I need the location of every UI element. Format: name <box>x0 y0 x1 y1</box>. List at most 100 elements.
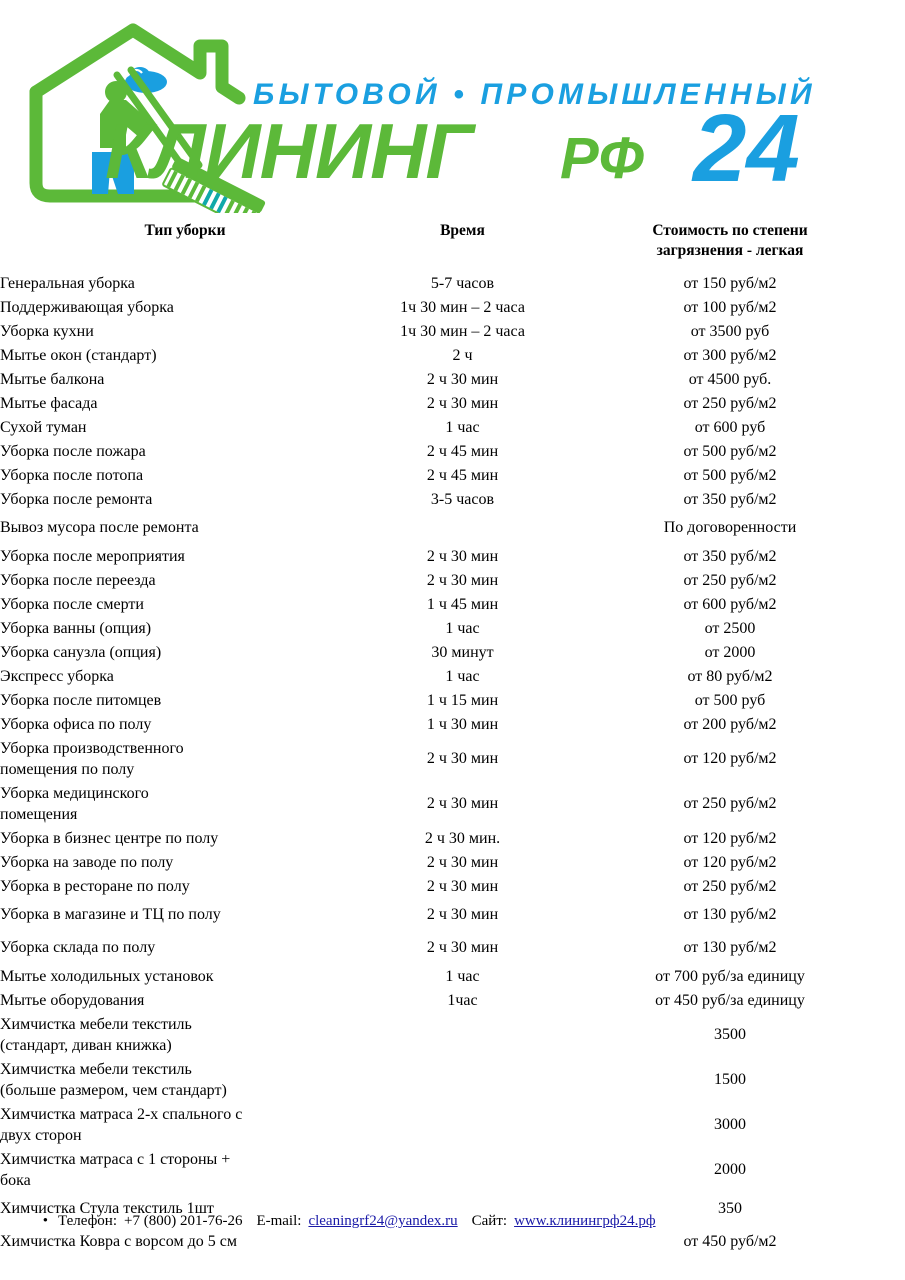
table-row: Уборка в ресторане по полу 2 ч 30 мин от 2… <box>0 874 905 898</box>
cell-service-type: Уборка после пожара <box>0 439 370 463</box>
cell-duration: 2 ч 30 мин <box>426 795 499 812</box>
cell-duration: 1ч 30 мин – 2 часа <box>400 298 525 316</box>
cell-duration: 2 ч 30 мин <box>426 370 499 388</box>
table-row: Уборка после мероприятия 2 ч 30 мин от 350… <box>0 544 905 568</box>
cell-service-type: Уборка после потопа <box>0 463 370 487</box>
cell-service-type: Поддерживающая уборка <box>0 295 370 319</box>
cell-service-type: Уборка санузла (опция) <box>0 640 370 664</box>
cell-duration: 3-5 часов <box>430 490 495 508</box>
phone-label: Телефон: <box>58 1213 117 1229</box>
table-row: Химчистка Стула текстиль 1шт 350 <box>0 1192 905 1225</box>
cell-duration: 1 ч 15 мин <box>426 691 499 709</box>
cell-price: от 200 руб/м2 <box>683 715 777 733</box>
service-type-line1: Уборка кухни <box>0 322 94 340</box>
cell-service-type: Химчистка Стула текстиль 1шт <box>0 1192 370 1225</box>
cell-duration: 1 ч 30 мин <box>426 715 499 733</box>
table-row: Уборка ванны (опция) 1 час от 2500 <box>0 616 905 640</box>
service-type-line1: Уборка в бизнес центре по полу <box>0 829 219 847</box>
cell-service-type: Химчистка мебели текстиль (стандарт, дива… <box>0 1012 370 1057</box>
service-type-line1: Уборка производственного <box>0 739 184 757</box>
service-type-line1: Уборка после смерти <box>0 595 144 613</box>
cell-duration: 1ч 30 мин – 2 часа <box>400 322 525 340</box>
cell-service-type: Уборка производственного помещения по пол… <box>0 736 370 781</box>
cell-service-type: Уборка в бизнес центре по полу <box>0 826 370 850</box>
table-row: Химчистка Ковра с ворсом до 5 см от 450 р… <box>0 1225 905 1258</box>
footer-contacts: • Телефон: +7 (800) 201-76-26 E-mail: clean… <box>0 1211 905 1231</box>
table-row: Уборка офиса по полу 1 ч 30 мин от 200 руб… <box>0 712 905 736</box>
cell-price: 1500 <box>714 1071 746 1088</box>
table-row: Химчистка мебели текстиль (больше размеро… <box>0 1057 905 1102</box>
table-row: Уборка медицинского помещения 2 ч 30 мин от… <box>0 781 905 826</box>
service-type-line1: Уборка после мероприятия <box>0 547 185 565</box>
cell-price: от 350 руб/м2 <box>683 490 777 508</box>
cell-service-type: Вывоз мусора после ремонта <box>0 511 370 544</box>
cell-price: от 150 руб/м2 <box>683 274 777 292</box>
service-type-line1: Уборка ванны (опция) <box>0 619 152 637</box>
cell-price: от 450 руб/м2 <box>683 1233 777 1250</box>
table-row: Сухой туман 1 час от 600 руб <box>0 415 905 439</box>
cell-price: от 2500 <box>704 619 756 637</box>
service-type-line1: Уборка после переезда <box>0 571 156 589</box>
service-type-line1: Уборка после ремонта <box>0 490 153 508</box>
logo-word-rf: РФ <box>560 126 645 191</box>
cell-price: от 130 руб/м2 <box>683 939 777 956</box>
cell-duration <box>370 1147 555 1192</box>
cell-price: 3500 <box>714 1026 746 1043</box>
site-link[interactable]: www.клинингрф24.рф <box>514 1213 656 1229</box>
cell-price: от 350 руб/м2 <box>683 547 777 565</box>
service-type-line1: Уборка склада по полу <box>0 939 156 956</box>
table-row: Уборка после потопа 2 ч 45 мин от 500 руб/… <box>0 463 905 487</box>
cell-service-type: Уборка после смерти <box>0 592 370 616</box>
cell-price: от 250 руб/м2 <box>683 394 777 412</box>
cell-duration: 2 ч 45 мин <box>426 466 499 484</box>
table-header-row: Тип уборки Время Стоимость по степени за… <box>0 218 905 271</box>
cell-duration <box>370 1057 555 1102</box>
company-logo: БЫТОВОЙ • ПРОМЫШЛЕННЫЙ КЛИНИНГ РФ 24 <box>0 18 905 213</box>
service-type-line2: (больше размером, чем стандарт) <box>0 1081 227 1099</box>
cell-price: от 120 руб/м2 <box>683 750 777 767</box>
cell-price: от 700 руб/за единицу <box>655 967 805 985</box>
cell-price: от 500 руб <box>694 691 766 709</box>
cell-service-type: Химчистка матраса 2-х спального с двух ст… <box>0 1102 370 1147</box>
table-row: Уборка после пожара 2 ч 45 мин от 500 руб/… <box>0 439 905 463</box>
cell-price: По договоренности <box>663 519 797 536</box>
cell-duration: 5-7 часов <box>430 274 495 292</box>
cell-service-type: Мытье холодильных установок <box>0 964 370 988</box>
cell-service-type: Мытье фасада <box>0 391 370 415</box>
cell-price: от 3500 руб <box>690 322 770 340</box>
table-row: Уборка после ремонта 3-5 часов от 350 руб/… <box>0 487 905 511</box>
cell-duration: 1 час <box>445 418 480 436</box>
service-type-line1: Уборка офиса по полу <box>0 715 152 733</box>
table-row: Мытье балкона 2 ч 30 мин от 4500 руб. <box>0 367 905 391</box>
service-type-line1: Химчистка матраса 2-х спального с <box>0 1105 243 1123</box>
table-row: Химчистка матраса с 1 стороны + бока 2000 <box>0 1147 905 1192</box>
table-row: Химчистка мебели текстиль (стандарт, дива… <box>0 1012 905 1057</box>
cell-price: от 450 руб/за единицу <box>655 991 805 1009</box>
service-type-line1: Химчистка мебели текстиль <box>0 1060 192 1078</box>
price-table: Тип уборки Время Стоимость по степени за… <box>0 218 905 1258</box>
cleaner-figure-icon <box>92 66 266 213</box>
cell-service-type: Химчистка матраса с 1 стороны + бока <box>0 1147 370 1192</box>
cell-duration <box>370 511 555 544</box>
email-link[interactable]: cleaningrf24@yandex.ru <box>308 1213 458 1229</box>
cell-price: от 2000 <box>704 643 756 661</box>
service-type-line1: Мытье балкона <box>0 370 105 388</box>
cell-duration <box>370 1012 555 1057</box>
service-type-line1: Химчистка мебели текстиль <box>0 1015 192 1033</box>
table-row: Уборка после переезда 2 ч 30 мин от 250 ру… <box>0 568 905 592</box>
cell-duration: 2 ч 30 мин <box>426 853 499 871</box>
column-header-price: Стоимость по степени загрязнения - легка… <box>555 218 905 271</box>
table-row: Уборка после питомцев 1 ч 15 мин от 500 ру… <box>0 688 905 712</box>
cell-duration: 2 ч 30 мин <box>426 571 499 589</box>
contact-bullet-row: • Телефон: +7 (800) 201-76-26 E-mail: clean… <box>0 1211 905 1231</box>
cell-service-type: Мытье окон (стандарт) <box>0 343 370 367</box>
table-row: Уборка на заводе по полу 2 ч 30 мин от 120… <box>0 850 905 874</box>
cell-price: от 600 руб <box>694 418 766 436</box>
cell-price: от 250 руб/м2 <box>683 795 777 812</box>
cell-service-type: Уборка после переезда <box>0 568 370 592</box>
cell-price: 3000 <box>714 1116 746 1133</box>
table-row: Экспресс уборка 1 час от 80 руб/м2 <box>0 664 905 688</box>
logo-word-main: КЛИНИНГ <box>105 107 476 195</box>
table-row: Уборка в магазине и ТЦ по полу 2 ч 30 мин… <box>0 898 905 931</box>
cell-price: от 250 руб/м2 <box>683 571 777 589</box>
